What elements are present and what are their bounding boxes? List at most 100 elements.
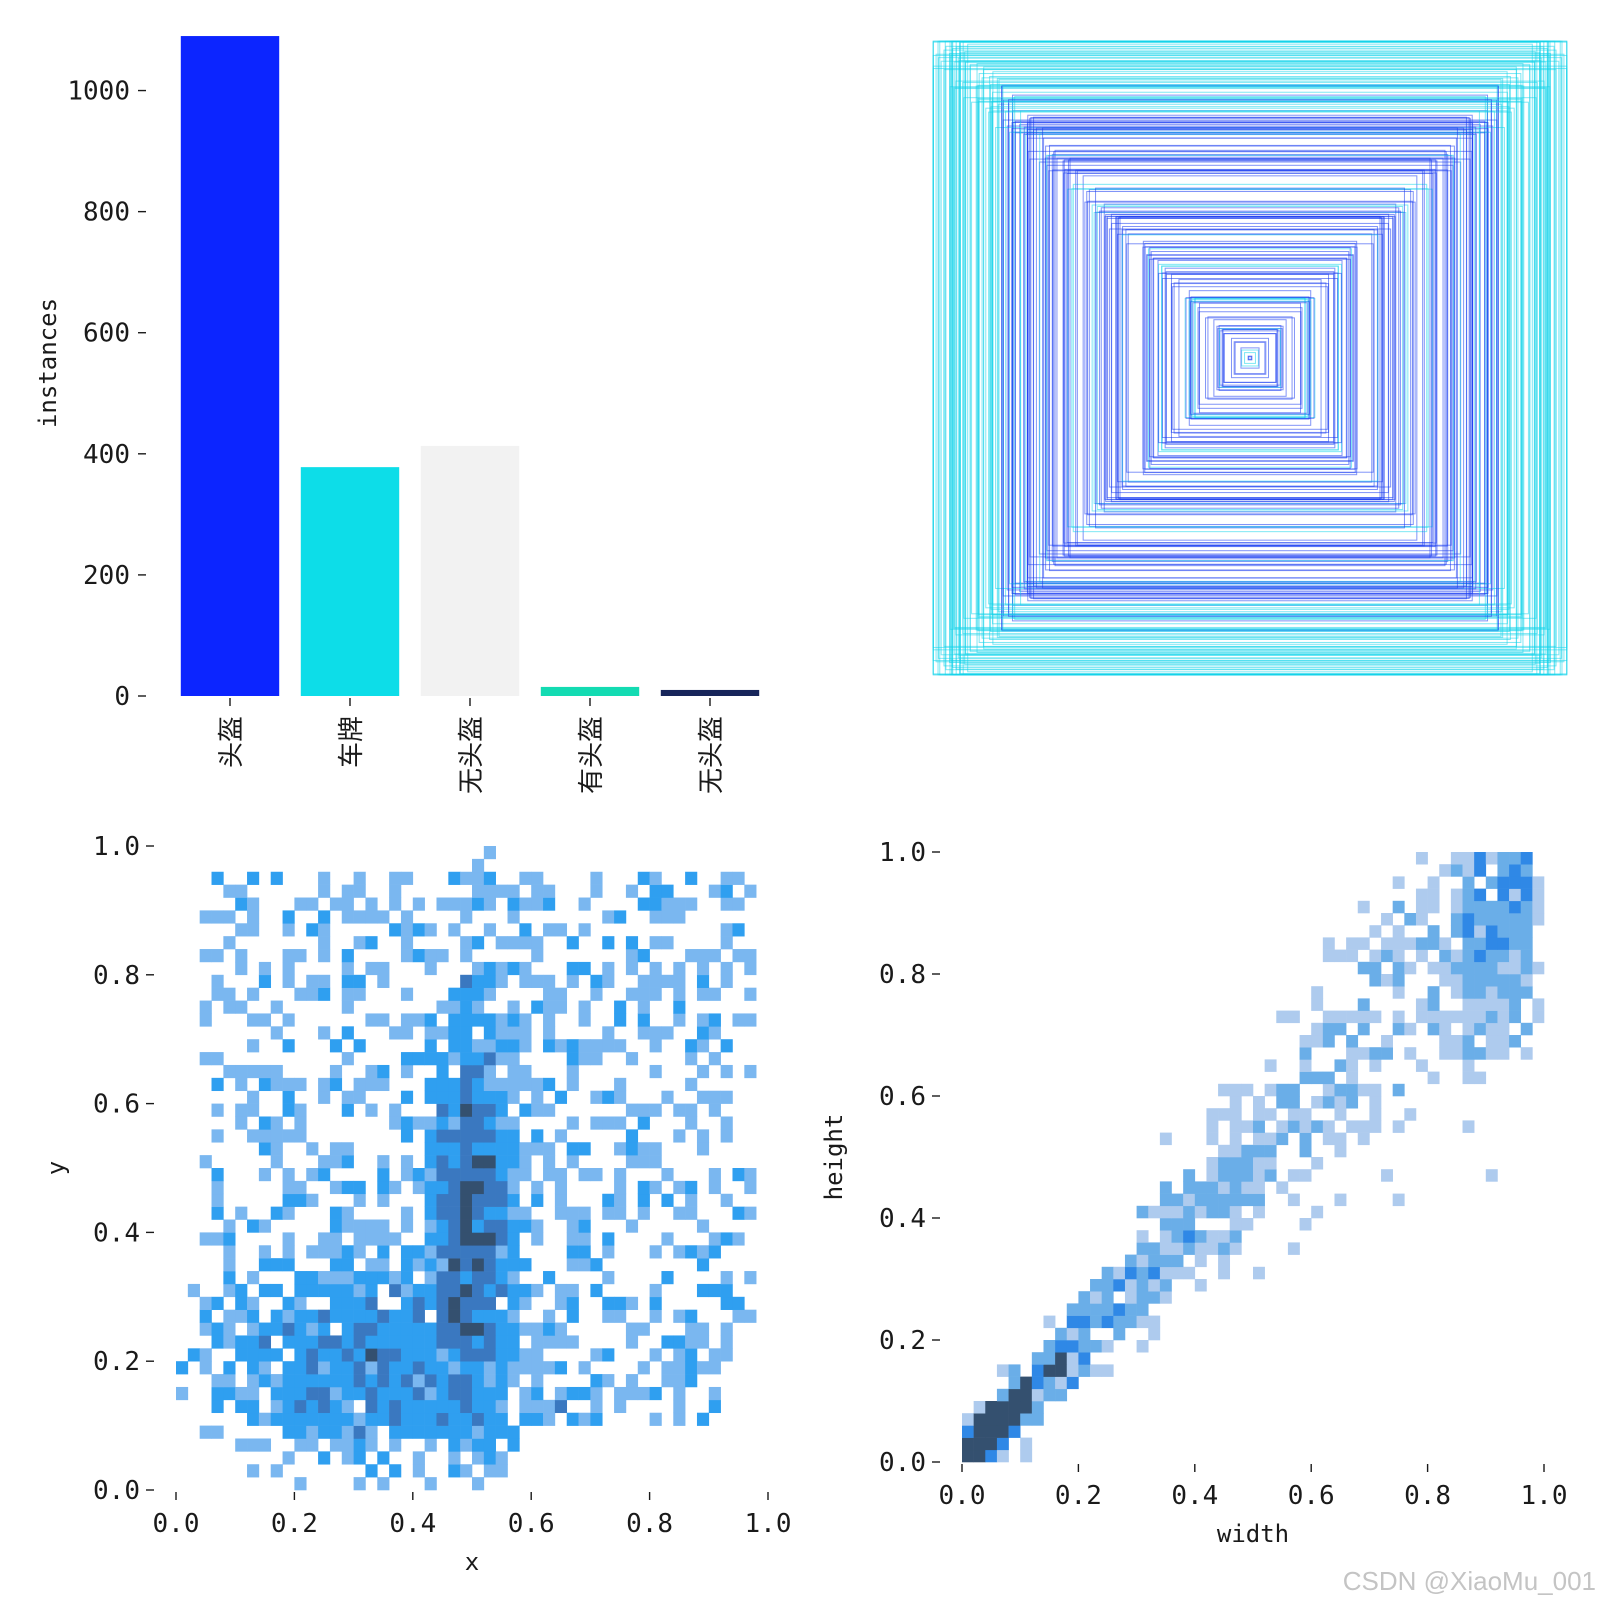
heat-cell bbox=[1031, 1413, 1044, 1426]
heat-cell bbox=[377, 1477, 390, 1491]
heat-cell bbox=[424, 1335, 437, 1349]
heat-cell bbox=[1311, 1022, 1324, 1036]
box-outline bbox=[1076, 170, 1424, 546]
heat-cell bbox=[1532, 961, 1545, 975]
heat-cell bbox=[1381, 1035, 1393, 1048]
heat-cell bbox=[673, 1180, 686, 1195]
heat-cell bbox=[1148, 1315, 1161, 1329]
heat-cell bbox=[1136, 1205, 1149, 1219]
heat-cell bbox=[247, 1103, 260, 1117]
heat-cell bbox=[1171, 1230, 1184, 1243]
heat-cell bbox=[1159, 1279, 1172, 1292]
heat-cell bbox=[282, 1013, 295, 1027]
heat-cell bbox=[176, 1361, 189, 1375]
heat-cell bbox=[578, 1361, 591, 1375]
heat-cell bbox=[448, 1168, 461, 1182]
box-outline bbox=[1096, 205, 1404, 511]
heat-cell bbox=[341, 1309, 354, 1323]
heat-cell bbox=[258, 1322, 272, 1336]
heat-cell bbox=[377, 1412, 390, 1426]
heat-cell bbox=[329, 1219, 343, 1233]
heat-cell bbox=[1218, 1254, 1231, 1268]
heat-cell bbox=[412, 1374, 425, 1388]
box-outline bbox=[1008, 131, 1492, 585]
heat-cell bbox=[495, 1155, 508, 1169]
box-outline bbox=[1158, 272, 1342, 444]
heat-cell bbox=[962, 1449, 974, 1463]
heat-cell bbox=[519, 1013, 532, 1027]
heat-cell bbox=[1183, 1218, 1196, 1231]
heat-cell bbox=[460, 1219, 473, 1233]
heat-cell bbox=[424, 923, 437, 937]
heat-cell bbox=[282, 1412, 295, 1426]
heat-cell bbox=[412, 1258, 425, 1272]
heat-cell bbox=[341, 1399, 354, 1414]
heat-cell bbox=[1450, 1035, 1463, 1048]
heat-cell bbox=[673, 961, 686, 976]
heat-cell bbox=[673, 910, 686, 924]
heat-cell bbox=[211, 987, 224, 1001]
heat-cell bbox=[329, 1142, 343, 1156]
heat-cell bbox=[1346, 1083, 1359, 1097]
box-outline bbox=[1184, 297, 1316, 419]
heat-cell bbox=[211, 1168, 224, 1182]
heat-cell bbox=[270, 1348, 283, 1362]
heat-cell bbox=[673, 1245, 686, 1259]
heat-cell bbox=[531, 1348, 544, 1362]
heat-cell bbox=[483, 1296, 496, 1310]
heat-cell bbox=[400, 1374, 414, 1388]
heat-cell bbox=[1474, 949, 1487, 963]
heat-cell bbox=[424, 1013, 437, 1027]
heat-cell bbox=[424, 1374, 437, 1388]
heat-cell bbox=[1392, 961, 1405, 975]
heat-cell bbox=[211, 1129, 224, 1143]
heat-cell bbox=[282, 1103, 295, 1117]
heat-cell bbox=[448, 1193, 461, 1207]
box-outline bbox=[1221, 328, 1279, 388]
heat-cell bbox=[962, 1413, 974, 1426]
heat-cell bbox=[744, 1271, 757, 1285]
heat-cell bbox=[495, 884, 508, 898]
heat-cell bbox=[365, 897, 378, 911]
heat-cell bbox=[460, 1077, 473, 1092]
heat-cell bbox=[424, 1412, 437, 1426]
heat-cell bbox=[306, 1412, 319, 1426]
heat-cell bbox=[1346, 1059, 1359, 1072]
heat-cell bbox=[247, 1374, 260, 1388]
heat-cell bbox=[1439, 961, 1452, 975]
heat-cell bbox=[353, 1271, 366, 1285]
heat-cell bbox=[673, 1386, 686, 1401]
heat-cell bbox=[1497, 949, 1510, 963]
heat-cell bbox=[1264, 1157, 1277, 1170]
heat-cell bbox=[554, 1129, 568, 1143]
heat-cell bbox=[377, 1348, 390, 1362]
box-outline bbox=[1234, 341, 1266, 375]
heat-cell bbox=[472, 858, 485, 873]
box-outline bbox=[971, 101, 1529, 615]
heat-cell bbox=[649, 1348, 662, 1362]
heat-cell bbox=[235, 884, 248, 898]
heat-cell bbox=[1218, 1193, 1231, 1207]
heat-cell bbox=[625, 1374, 639, 1388]
heat-cell bbox=[649, 910, 662, 924]
heat-cell bbox=[720, 1335, 733, 1349]
heat-cell bbox=[1264, 1059, 1277, 1072]
heat-cell bbox=[1462, 876, 1475, 889]
heat-cell bbox=[1357, 998, 1370, 1011]
heat-cell bbox=[472, 974, 485, 988]
box-outline bbox=[996, 77, 1504, 639]
heat-cell bbox=[495, 1399, 508, 1414]
heat-cell bbox=[341, 1026, 354, 1040]
heat-cell bbox=[389, 1026, 402, 1040]
heat-cell bbox=[649, 1155, 662, 1169]
heat-cell bbox=[1218, 1181, 1231, 1194]
heat-cell bbox=[1381, 949, 1393, 963]
heat-cell bbox=[199, 949, 212, 963]
heat-cell bbox=[531, 1090, 544, 1104]
heat-cell bbox=[649, 1245, 662, 1259]
y-tick-label: 0.8 bbox=[879, 960, 926, 990]
heat-cell bbox=[341, 1155, 354, 1169]
heat-cell bbox=[1287, 1120, 1300, 1133]
heat-cell bbox=[365, 1271, 378, 1285]
heat-cell bbox=[637, 1206, 650, 1220]
